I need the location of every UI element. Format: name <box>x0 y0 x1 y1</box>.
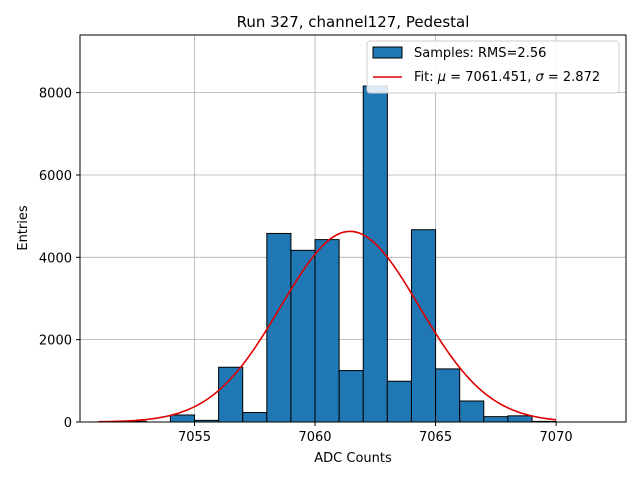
x-axis-label: ADC Counts <box>314 451 392 466</box>
y-axis-ticks: 0 2000 4000 6000 8000 <box>39 87 80 431</box>
histogram-bar <box>362 85 388 423</box>
x-tick-label: 7055 <box>178 430 211 445</box>
legend: Samples: RMS=2.56 Fit: μ = 7061.451, σ =… <box>366 40 620 94</box>
histogram-bar <box>338 370 364 423</box>
histogram-bar <box>242 412 268 423</box>
y-tick-label: 0 <box>64 416 72 431</box>
legend-samples-swatch <box>372 46 403 59</box>
histogram-bar <box>218 366 244 423</box>
gaussian-fit-curve <box>98 230 557 423</box>
histogram-bar <box>435 368 461 423</box>
x-tick-label: 7065 <box>419 430 452 445</box>
x-tick-label: 7070 <box>540 430 573 445</box>
y-tick-label: 8000 <box>39 87 72 102</box>
chart-title: Run 327, channel127, Pedestal <box>237 13 470 31</box>
plot-area <box>80 35 626 422</box>
histogram-bar <box>314 239 340 423</box>
legend-mu-value: = 7061.451, <box>446 70 535 85</box>
histogram-bar <box>483 416 509 423</box>
legend-fit-prefix: Fit: <box>414 70 438 85</box>
x-axis-ticks: 7055 7060 7065 7070 <box>178 422 573 445</box>
y-tick-label: 6000 <box>39 169 72 184</box>
histogram-bar <box>290 249 316 423</box>
x-tick-label: 7060 <box>298 430 331 445</box>
histogram-bar <box>459 400 485 423</box>
legend-sigma-value: = 2.872 <box>544 70 600 85</box>
plot-frame <box>79 34 627 423</box>
histogram-bar <box>507 415 533 423</box>
legend-samples-label: Samples: RMS=2.56 <box>414 46 546 61</box>
fit-curve-group <box>98 230 557 423</box>
histogram-bar <box>169 414 196 423</box>
legend-mu-symbol: μ <box>437 70 446 85</box>
legend-sigma-symbol: σ <box>536 70 545 85</box>
y-tick-label: 2000 <box>39 334 72 349</box>
histogram-bar <box>266 232 292 423</box>
histogram-bar <box>386 380 412 423</box>
legend-box <box>366 40 620 94</box>
legend-fit-label: Fit: μ = 7061.451, σ = 2.872 <box>414 70 600 85</box>
y-tick-label: 4000 <box>39 251 72 266</box>
y-axis-label: Entries <box>16 205 31 251</box>
